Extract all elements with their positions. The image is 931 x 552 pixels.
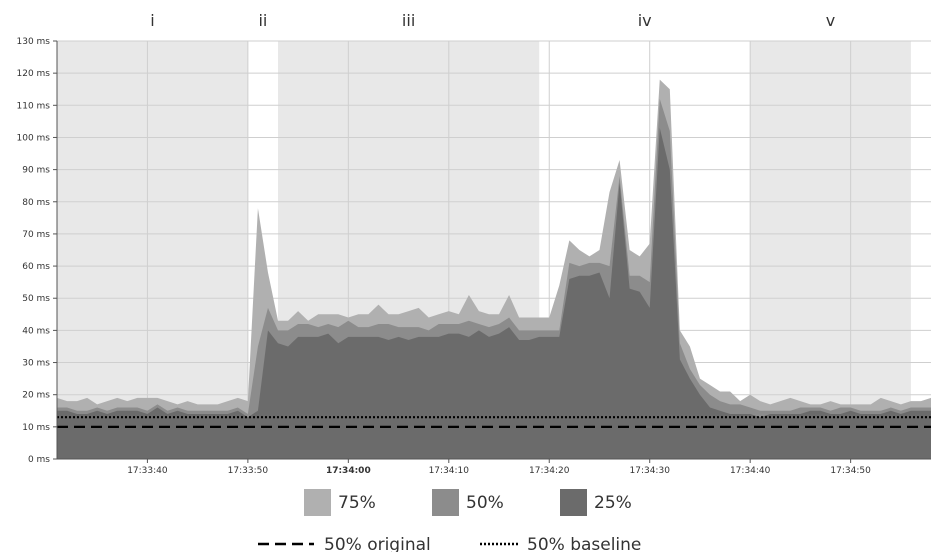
x-tick-label: 17:33:50	[228, 466, 269, 476]
legend-label-75: 75%	[338, 493, 376, 513]
y-tick-label: 30 ms	[22, 359, 50, 369]
legend-swatch-75	[304, 489, 331, 516]
legend-swatch-25	[560, 489, 587, 516]
phase-bands	[57, 41, 911, 459]
y-tick-label: 40 ms	[22, 326, 50, 336]
y-tick-label: 90 ms	[22, 166, 50, 176]
phase-label-i: i	[150, 11, 154, 30]
y-tick-label: 0 ms	[28, 455, 50, 465]
x-tick-label: 17:34:50	[830, 466, 871, 476]
x-axis-ticks: 17:33:40 17:33:50 17:34:00 17:34:10 17:34:20…	[127, 459, 871, 476]
legend-label-50: 50%	[466, 493, 504, 513]
area-25	[57, 127, 931, 459]
x-tick-label: 17:34:40	[730, 466, 771, 476]
phase-label-iii: iii	[402, 11, 415, 30]
y-tick-label: 130 ms	[17, 37, 51, 47]
legend-swatch-50	[432, 489, 459, 516]
y-tick-label: 100 ms	[17, 133, 51, 143]
y-tick-label: 80 ms	[22, 198, 50, 208]
x-tick-label: 17:33:40	[127, 466, 168, 476]
y-tick-label: 50 ms	[22, 294, 50, 304]
y-tick-label: 110 ms	[17, 101, 51, 111]
y-axis-ticks: 0 ms 10 ms 20 ms 30 ms 40 ms 50 ms 60 ms 70 ms 8…	[17, 37, 57, 465]
phase-label-ii: ii	[258, 11, 267, 30]
y-tick-label: 60 ms	[22, 262, 50, 272]
axes	[56, 41, 931, 460]
x-tick-label: 17:34:00	[326, 466, 371, 476]
phase-band-i	[57, 41, 248, 459]
y-tick-label: 20 ms	[22, 391, 50, 401]
y-tick-label: 70 ms	[22, 230, 50, 240]
phase-labels: i ii iii iv v	[150, 11, 835, 30]
x-tick-label: 17:34:30	[630, 466, 671, 476]
legend: 75% 50% 25% 50% original 50% baseline	[258, 489, 641, 552]
phase-label-v: v	[826, 11, 835, 30]
phase-band-v	[750, 41, 911, 459]
reference-lines	[57, 416, 931, 428]
y-tick-label: 10 ms	[22, 423, 50, 433]
phase-label-iv: iv	[638, 11, 652, 30]
legend-label-original: 50% original	[324, 535, 431, 552]
x-tick-label: 17:34:10	[429, 466, 470, 476]
percentile-areas	[57, 79, 931, 459]
legend-label-25: 25%	[594, 493, 632, 513]
legend-label-baseline: 50% baseline	[527, 535, 641, 552]
y-tick-label: 120 ms	[17, 69, 51, 79]
x-tick-label: 17:34:20	[529, 466, 570, 476]
